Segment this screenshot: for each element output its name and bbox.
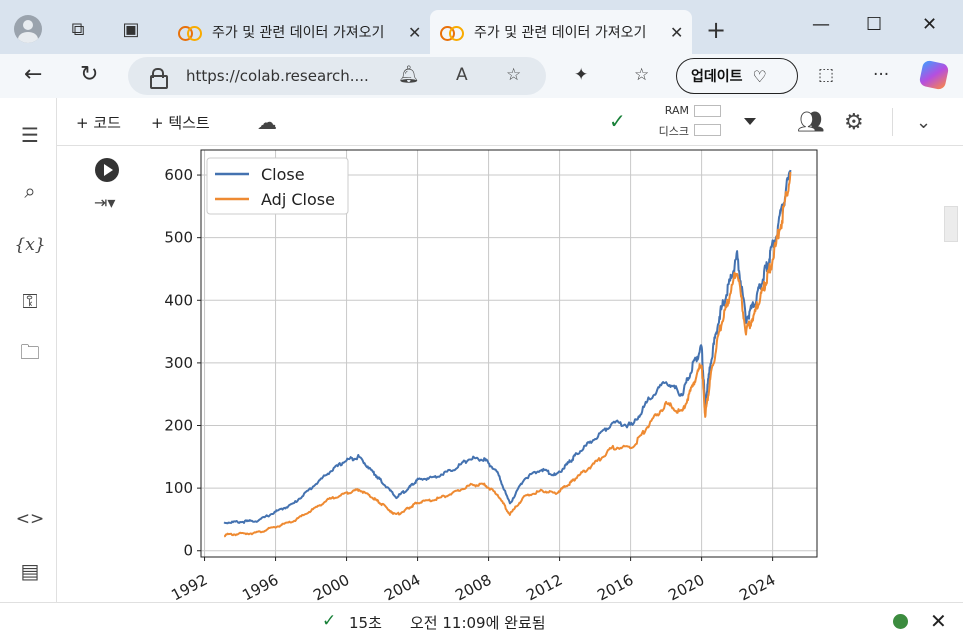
favorite-star-icon[interactable]: ☆	[506, 65, 522, 85]
y-tick-label: 600	[164, 166, 193, 184]
code-snippets-icon[interactable]: <>	[15, 509, 45, 529]
new-tab-button[interactable]: +	[706, 16, 727, 44]
legend-label: Close	[261, 165, 305, 184]
y-tick-label: 400	[164, 291, 193, 309]
terminal-icon[interactable]: ▤	[20, 559, 40, 583]
extensions-icon[interactable]: ✦	[574, 65, 589, 85]
lock-icon	[150, 68, 168, 89]
output-actions-icon[interactable]: ⇥▾	[94, 193, 116, 212]
close-tab-icon[interactable]: ✕	[408, 22, 422, 42]
close-tab-icon[interactable]: ✕	[670, 22, 684, 42]
variables-icon[interactable]: {x}	[14, 235, 46, 255]
runtime-dropdown-icon[interactable]	[744, 118, 756, 125]
x-axis-ticks: 1992 1996 2000 2004 2008 2012 2016 2020 2024	[168, 557, 778, 602]
x-tick-label: 1992	[168, 571, 210, 602]
x-tick-label: 2008	[452, 571, 494, 602]
files-folder-icon[interactable]: 🗀︎	[20, 340, 40, 364]
tab-title: 주가 및 관련 데이터 가져오기	[474, 25, 647, 41]
ram-usage-graph[interactable]	[694, 105, 721, 117]
update-label: 업데이트	[691, 69, 743, 85]
y-tick-label: 500	[164, 229, 193, 247]
disk-usage-graph[interactable]	[694, 124, 721, 136]
ram-label: RAM	[664, 104, 689, 117]
status-check-icon: ✓	[322, 611, 337, 631]
y-tick-label: 100	[164, 479, 193, 497]
y-tick-label: 200	[164, 417, 193, 435]
table-of-contents-icon[interactable]: ☰	[21, 123, 39, 147]
legend-label: Adj Close	[261, 190, 335, 209]
colab-logo-icon	[440, 25, 464, 41]
more-menu-icon[interactable]: ···	[873, 65, 890, 85]
status-bar: ✓ 15초 오전 11:09에 완료됨 ✕	[0, 602, 963, 642]
add-code-button[interactable]: + 코드	[76, 114, 121, 132]
minimize-button[interactable]: —	[812, 14, 830, 35]
heart-alert-icon: ♡	[752, 66, 767, 86]
browser-tab-inactive[interactable]: 주가 및 관련 데이터 가져오기 ✕	[168, 10, 426, 54]
chart-frame	[200, 149, 818, 558]
maximize-button[interactable]: ☐	[866, 14, 883, 35]
collapse-chevron-icon[interactable]: ⌄	[916, 112, 932, 133]
execution-duration: 15초	[349, 614, 382, 632]
toolbar-divider	[892, 108, 893, 136]
address-bar-row: ← ↻ https://colab.research.... 🔔︎ A ☆ ✦ …	[0, 54, 963, 98]
x-tick-label: 2016	[594, 571, 636, 602]
browser-titlebar: ⧉ ▣ 주가 및 관련 데이터 가져오기 ✕ 주가 및 관련 데이터 가져오기 …	[0, 0, 963, 54]
x-tick-label: 2020	[665, 571, 707, 602]
chart-legend: Close Adj Close	[206, 157, 349, 215]
cloud-save-icon[interactable]: ☁	[257, 110, 277, 134]
search-icon[interactable]: ⌕	[24, 179, 36, 203]
x-tick-label: 2000	[310, 571, 352, 602]
read-aloud-icon[interactable]: A	[456, 65, 468, 85]
address-bar[interactable]: https://colab.research.... 🔔︎ A ☆	[128, 57, 546, 95]
notification-bell-icon[interactable]: 🔔︎	[398, 65, 420, 85]
stock-price-chart: 0 100 200 300 400 500 600 1992 1996 2000 2004 2008…	[164, 149, 818, 602]
screenshot-icon[interactable]: ⬚	[818, 65, 835, 85]
add-text-button[interactable]: + 텍스트	[151, 114, 210, 132]
copilot-icon[interactable]	[918, 59, 950, 91]
workspaces-icon[interactable]: ⧉	[71, 18, 85, 40]
x-tick-label: 2024	[736, 571, 778, 602]
x-tick-label: 2012	[523, 571, 565, 602]
close-window-button[interactable]: ✕	[922, 14, 938, 35]
refresh-button[interactable]: ↻	[80, 62, 99, 87]
y-axis-ticks: 0 100 200 300 400 500 600	[164, 166, 201, 560]
favorites-icon[interactable]: ☆	[634, 65, 650, 85]
x-tick-label: 2004	[381, 571, 423, 602]
left-sidebar: ☰ ⌕ {x} ⚿ 🗀︎ <> ▤	[0, 98, 57, 602]
series-line-close	[223, 169, 792, 525]
browser-tab-active[interactable]: 주가 및 관련 데이터 가져오기 ✕	[430, 10, 692, 54]
scrollbar-thumb[interactable]	[944, 206, 958, 242]
series-line-adj-close	[223, 171, 792, 538]
x-tick-label: 1996	[239, 571, 281, 602]
colab-toolbar: + 코드 + 텍스트 ☁ ✓ RAM 디스크	[0, 98, 963, 146]
connected-check-icon: ✓	[609, 109, 626, 133]
back-button[interactable]: ←	[24, 62, 43, 87]
settings-gear-icon[interactable]: ⚙	[844, 110, 864, 135]
tab-actions-icon[interactable]: ▣	[122, 18, 140, 40]
colab-logo-icon	[178, 25, 202, 41]
update-button[interactable]: 업데이트 ♡	[676, 58, 798, 94]
y-tick-label: 300	[164, 354, 193, 372]
chart-lines	[223, 169, 792, 538]
close-status-icon[interactable]: ✕	[930, 609, 947, 633]
tab-title: 주가 및 관련 데이터 가져오기	[212, 25, 385, 41]
profile-avatar[interactable]	[14, 15, 42, 43]
run-cell-button[interactable]	[95, 158, 119, 182]
secrets-key-icon[interactable]: ⚿	[22, 289, 38, 313]
share-people-icon[interactable]: 👥︎	[797, 110, 825, 135]
address-url: https://colab.research....	[186, 67, 369, 85]
execution-completed-text: 오전 11:09에 완료됨	[410, 614, 546, 632]
connection-status-dot	[893, 614, 908, 629]
disk-label: 디스크	[658, 125, 689, 138]
y-tick-label: 0	[183, 542, 193, 560]
